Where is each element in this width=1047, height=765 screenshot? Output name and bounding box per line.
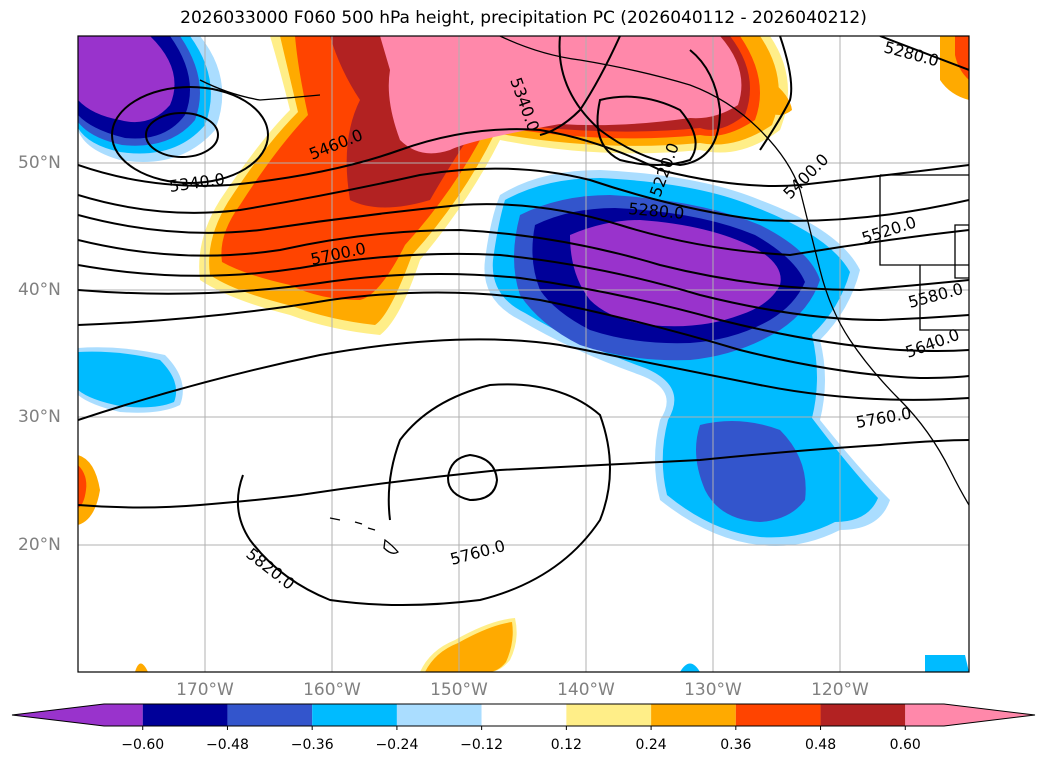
coastlines (199, 36, 969, 554)
contour-label: 5280.0 (628, 199, 685, 223)
colorbar-swatch (735, 704, 821, 726)
lon-label: 170°W (176, 680, 234, 700)
colorbar-swatch (312, 704, 397, 726)
colorbar-swatch (481, 704, 567, 726)
lat-label: 50°N (18, 153, 61, 173)
colorbar-swatch (12, 704, 143, 726)
colorbar (11, 703, 1036, 730)
colorbar-swatch (396, 704, 482, 726)
lon-label: 120°W (811, 680, 869, 700)
lon-label: 160°W (303, 680, 361, 700)
colorbar-swatch (820, 704, 906, 726)
colorbar-tick-label: 0.48 (804, 737, 837, 753)
colorbar-tick-label: −0.24 (375, 737, 419, 753)
colorbar-swatch (905, 704, 1035, 726)
colorbar-tick-label: −0.60 (121, 737, 165, 753)
colorbar-outline (11, 703, 1036, 727)
colorbar-swatch (227, 704, 313, 726)
lat-label: 30°N (18, 407, 61, 427)
height-contours (78, 36, 969, 606)
lat-label: 20°N (18, 535, 61, 555)
colorbar-tick-label: 0.36 (720, 737, 752, 753)
colorbar-tick-label: 0.60 (889, 737, 921, 753)
colorbar-tick-label: −0.36 (290, 737, 334, 753)
lat-label: 40°N (18, 280, 61, 300)
colorbar-swatch (142, 704, 228, 726)
colorbar-swatch (651, 704, 736, 726)
colorbar-swatch (566, 704, 652, 726)
lon-label: 130°W (684, 680, 742, 700)
map-frame (77, 35, 970, 673)
colorbar-tick-label: 0.12 (550, 737, 582, 753)
lon-label: 140°W (557, 680, 615, 700)
colorbar-tick-label: 0.24 (635, 737, 667, 753)
map-title: 2026033000 F060 500 hPa height, precipit… (180, 8, 867, 28)
lon-label: 150°W (430, 680, 488, 700)
colorbar-tick-label: −0.12 (460, 737, 504, 753)
colorbar-tick-label: −0.48 (206, 737, 249, 753)
